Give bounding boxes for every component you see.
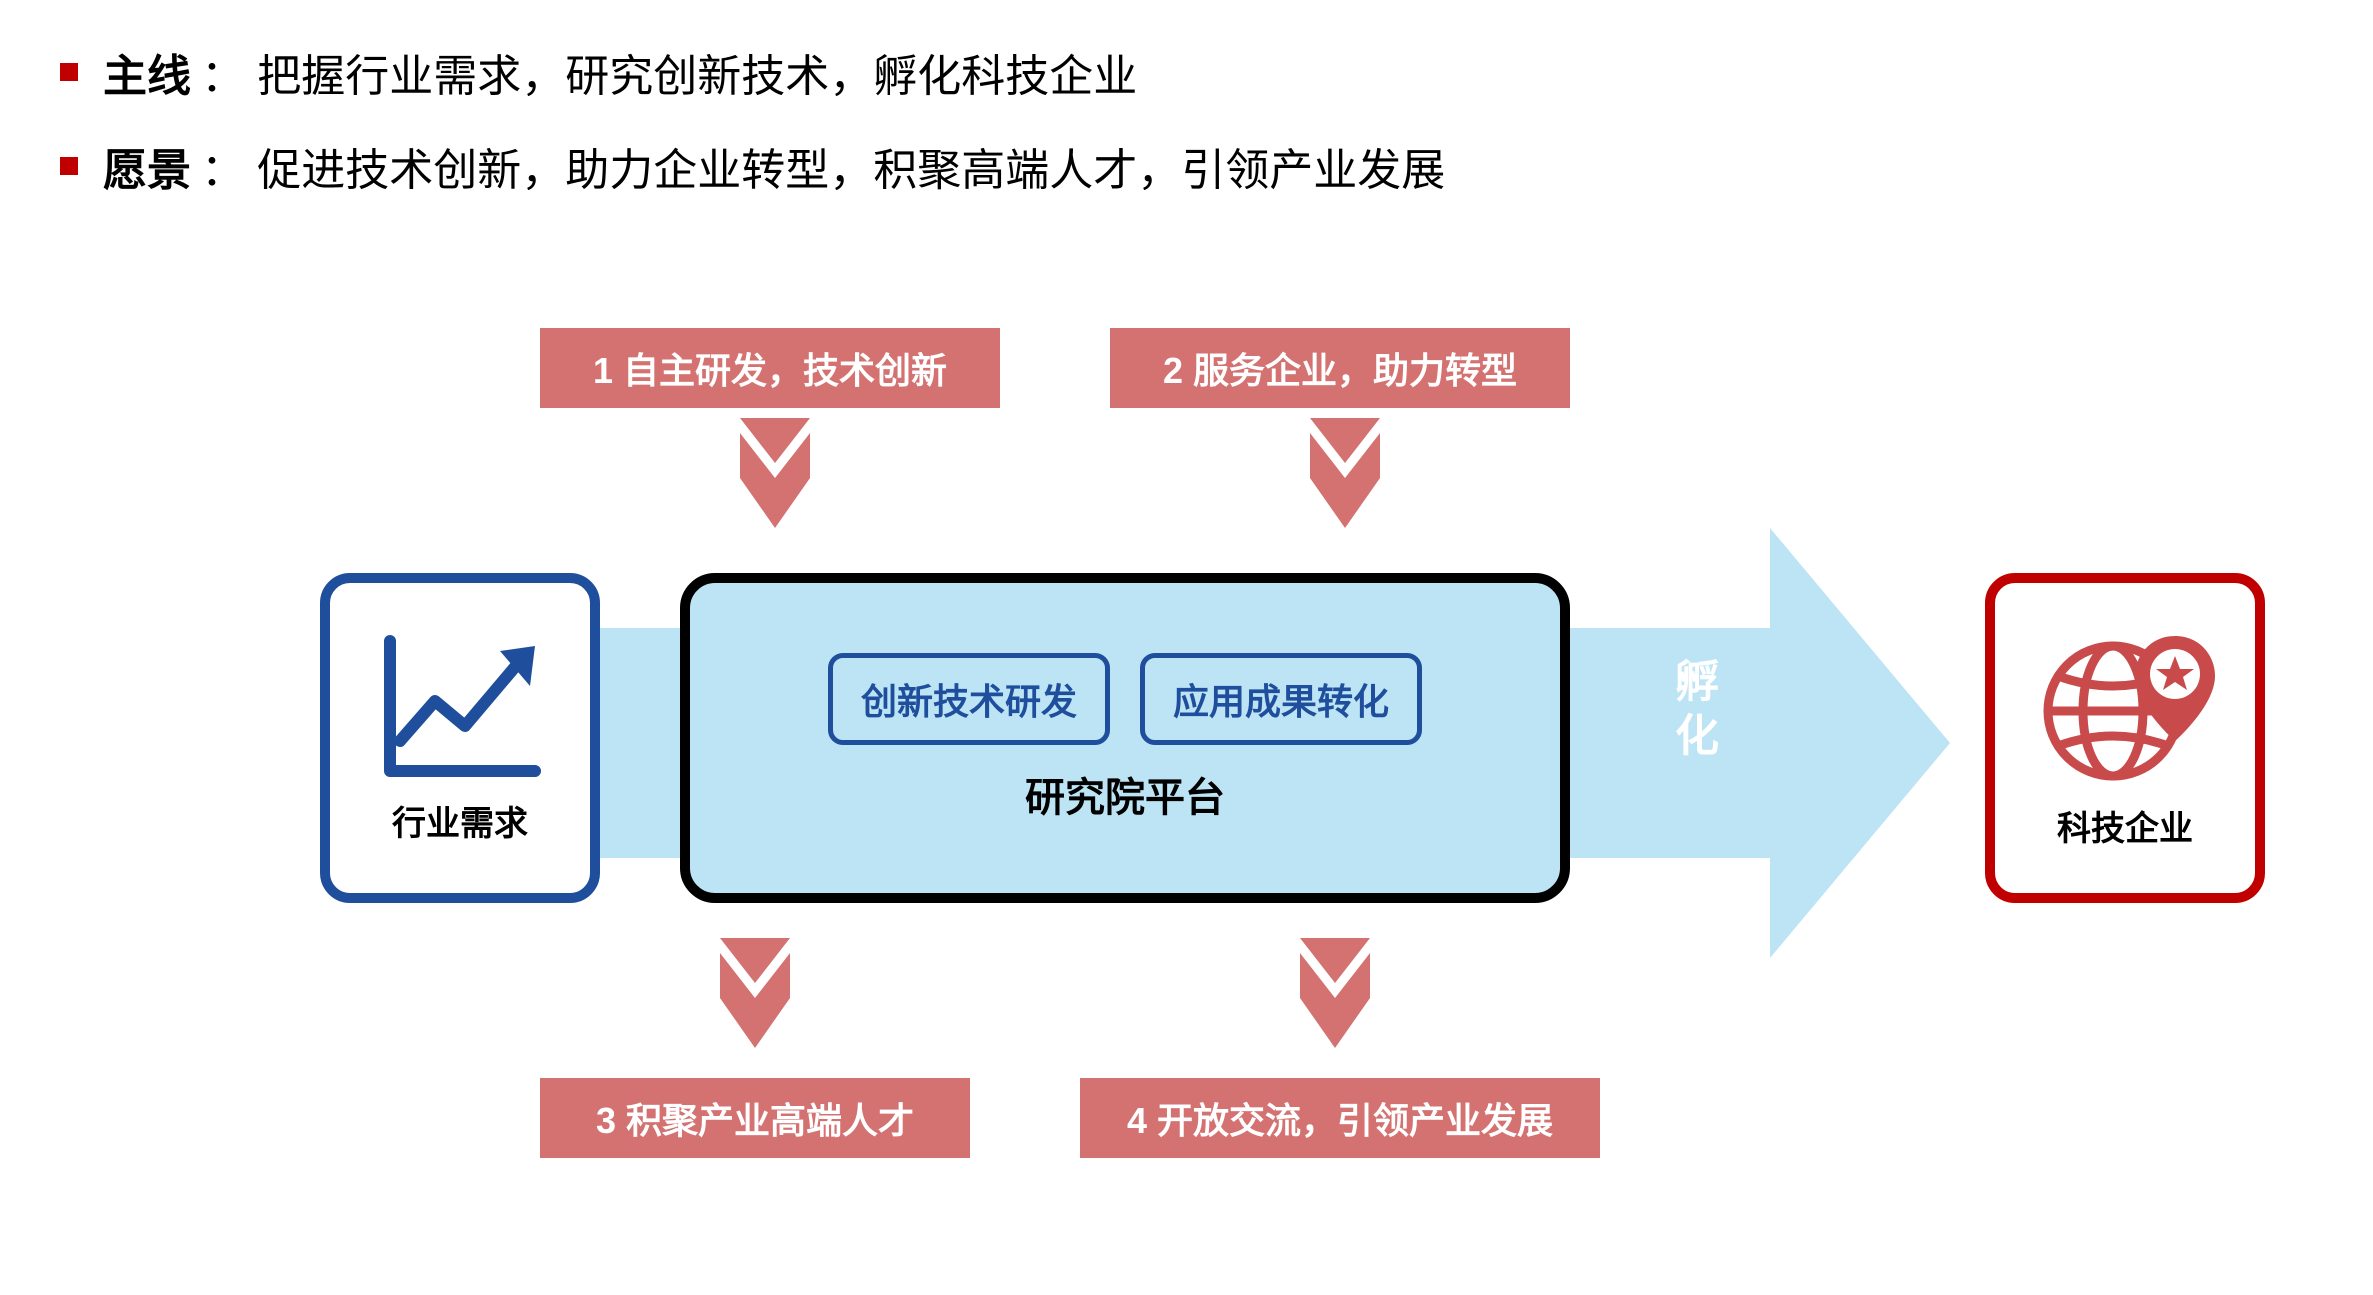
box-top-right: 2 服务企业，助力转型 bbox=[1110, 328, 1570, 408]
chevron-down-icon bbox=[720, 938, 790, 1048]
header-label-2: 愿景 bbox=[103, 134, 191, 198]
box-bottom-right: 4 开放交流，引领产业发展 bbox=[1080, 1078, 1600, 1158]
center-card: 创新技术研发 应用成果转化 研究院平台 bbox=[680, 573, 1570, 903]
chevron-down-icon bbox=[1310, 418, 1380, 528]
bullet-icon bbox=[60, 157, 78, 175]
chevron-down-icon bbox=[1300, 938, 1370, 1048]
header-section: 主线 ： 把握行业需求，研究创新技术，孵化科技企业 愿景 ： 促进技术创新，助力… bbox=[0, 0, 2373, 248]
pill-1: 创新技术研发 bbox=[828, 653, 1110, 745]
pill-row: 创新技术研发 应用成果转化 bbox=[828, 653, 1422, 745]
left-card: 行业需求 bbox=[320, 573, 600, 903]
header-line-2: 愿景 ： 促进技术创新，助力企业转型，积聚高端人才，引领产业发展 bbox=[60, 134, 2313, 198]
left-card-label: 行业需求 bbox=[392, 796, 528, 845]
chevron-down-icon bbox=[740, 418, 810, 528]
bullet-icon bbox=[60, 63, 78, 81]
globe-pin-icon bbox=[2035, 626, 2215, 786]
right-card-label: 科技企业 bbox=[2057, 801, 2193, 850]
header-line-1: 主线 ： 把握行业需求，研究创新技术，孵化科技企业 bbox=[60, 40, 2313, 104]
center-title: 研究院平台 bbox=[1025, 765, 1225, 823]
chart-growth-icon bbox=[375, 631, 545, 781]
pill-2: 应用成果转化 bbox=[1140, 653, 1422, 745]
diagram-container: 孵化 1 自主研发，技术创新 2 服务企业，助力转型 3 积聚产业高端人才 4 … bbox=[0, 248, 2373, 1248]
box-top-left: 1 自主研发，技术创新 bbox=[540, 328, 1000, 408]
right-card: 科技企业 bbox=[1985, 573, 2265, 903]
header-label-1: 主线 bbox=[103, 40, 191, 104]
incubate-label: 孵化 bbox=[1660, 658, 1724, 766]
header-text-2: ： 促进技术创新，助力企业转型，积聚高端人才，引领产业发展 bbox=[201, 134, 1445, 198]
box-bottom-left: 3 积聚产业高端人才 bbox=[540, 1078, 970, 1158]
header-text-1: ： 把握行业需求，研究创新技术，孵化科技企业 bbox=[201, 40, 1137, 104]
